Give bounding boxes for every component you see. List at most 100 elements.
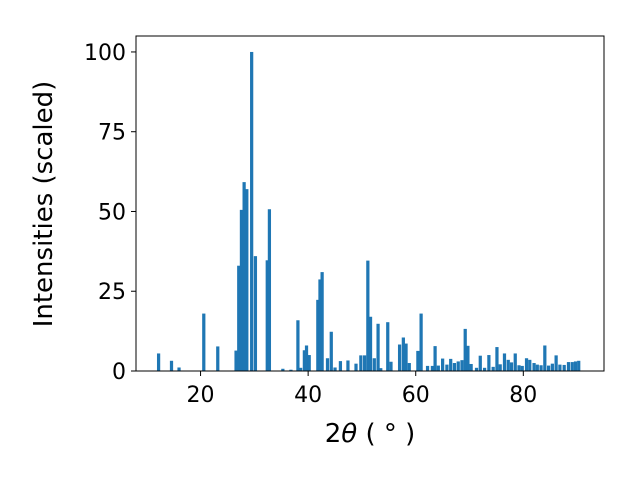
bar	[436, 365, 440, 371]
bar	[239, 209, 244, 371]
bar	[363, 355, 367, 371]
y-tick-label: 50	[98, 200, 126, 225]
bar	[267, 209, 272, 371]
bar	[463, 328, 467, 371]
bar	[407, 363, 411, 371]
bar	[245, 189, 249, 371]
bar	[558, 364, 562, 371]
x-axis-ticks: 20 40 60 80	[187, 371, 537, 408]
bar	[425, 365, 430, 371]
bars-layer	[156, 51, 581, 371]
bar	[554, 355, 558, 371]
x-axis-label-unit: ( ° )	[357, 419, 415, 449]
bar	[281, 368, 285, 371]
bar	[202, 313, 206, 371]
bar	[346, 360, 350, 371]
bar	[419, 313, 423, 371]
bar	[389, 361, 393, 371]
bar	[456, 361, 460, 371]
bar	[491, 366, 495, 371]
bar	[566, 362, 571, 371]
bar	[302, 350, 306, 371]
bar	[535, 364, 539, 371]
bar	[316, 299, 320, 371]
x-tick-label: 80	[509, 383, 537, 408]
bar	[577, 360, 581, 371]
bar	[460, 360, 464, 371]
bar	[338, 361, 343, 371]
bar	[320, 272, 324, 371]
bar	[506, 359, 510, 371]
bar	[509, 362, 514, 371]
bar	[495, 347, 499, 371]
bar	[329, 331, 333, 371]
y-axis-ticks: 0 25 50 75 100	[84, 41, 136, 385]
bar	[242, 182, 246, 371]
bar	[466, 345, 470, 371]
bar	[304, 345, 309, 371]
y-tick-label: 75	[98, 121, 126, 146]
bar	[307, 355, 311, 371]
bar	[469, 363, 473, 371]
bar	[253, 256, 258, 371]
plot-frame	[135, 35, 605, 372]
y-tick-label: 0	[112, 360, 126, 385]
bar	[532, 363, 536, 371]
y-axis-label: Intensities (scaled)	[29, 81, 59, 328]
bar	[517, 365, 521, 371]
bar	[237, 265, 241, 371]
bar	[368, 316, 373, 371]
x-tick-label: 20	[187, 383, 215, 408]
bar	[376, 323, 380, 371]
bar	[441, 358, 445, 371]
bar	[333, 367, 337, 371]
bar	[265, 260, 269, 371]
bar	[474, 367, 479, 371]
bar	[318, 279, 322, 371]
bar	[354, 363, 358, 371]
bar	[528, 359, 532, 371]
bar	[449, 358, 453, 371]
bar	[296, 320, 300, 371]
bar	[487, 355, 491, 371]
bar	[216, 346, 220, 371]
x-axis-label: 2θ ( ° )	[325, 419, 416, 449]
x-axis-label-theta: θ	[341, 419, 357, 449]
bar	[478, 355, 482, 371]
bar	[156, 353, 161, 371]
y-tick-label: 25	[98, 280, 126, 305]
bar	[570, 362, 574, 371]
bar	[543, 345, 547, 371]
bar	[250, 51, 254, 371]
bar	[520, 365, 524, 371]
bar	[234, 350, 238, 371]
bar	[169, 360, 174, 371]
bar	[379, 368, 383, 371]
bar	[445, 364, 449, 371]
bar	[386, 322, 390, 371]
x-tick-label: 40	[294, 383, 322, 408]
bar	[416, 350, 420, 371]
bar	[289, 369, 293, 371]
bar	[546, 365, 551, 371]
x-tick-label: 60	[402, 383, 430, 408]
bar	[298, 367, 303, 371]
bar	[502, 353, 507, 371]
bar	[498, 364, 502, 371]
bar	[177, 367, 181, 371]
bar	[550, 363, 554, 371]
bar	[482, 367, 487, 371]
bar	[433, 346, 437, 371]
bar	[404, 343, 408, 371]
bar	[573, 361, 578, 371]
bar	[359, 355, 363, 371]
bar	[430, 365, 435, 371]
bar	[401, 337, 405, 371]
bar	[397, 344, 402, 371]
bar	[366, 260, 370, 371]
bar	[539, 365, 543, 371]
y-tick-label: 100	[84, 41, 126, 66]
bar	[325, 358, 330, 371]
bar	[372, 358, 376, 371]
